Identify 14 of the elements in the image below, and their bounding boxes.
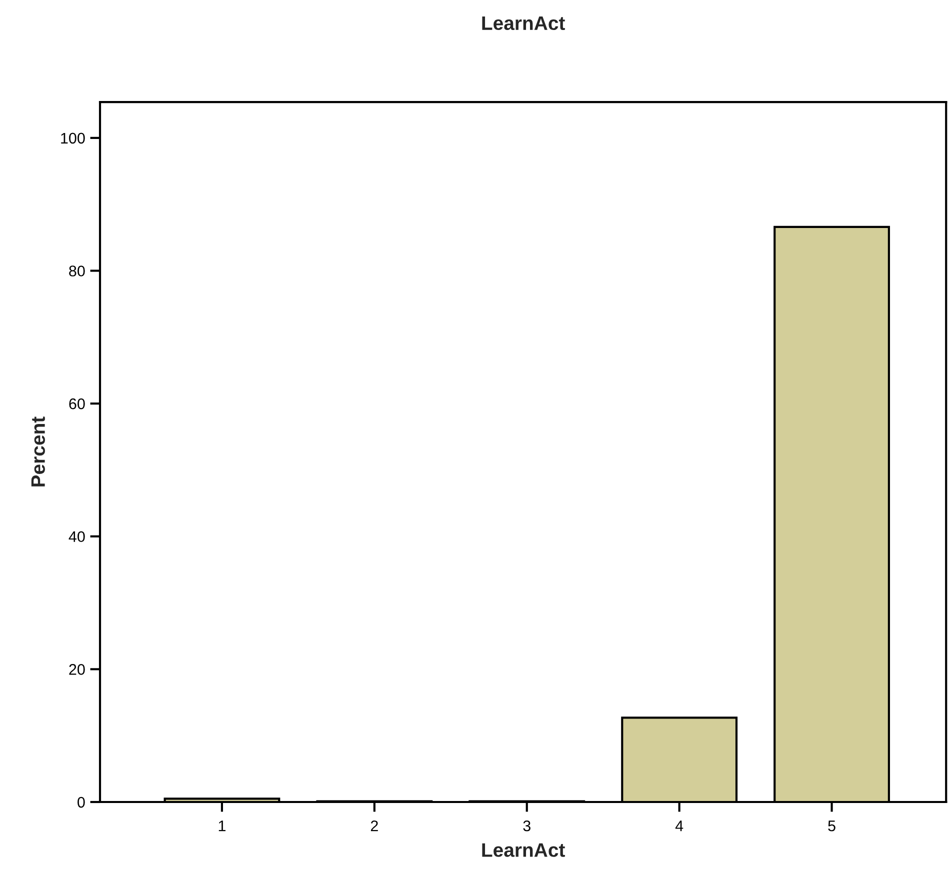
y-tick-label: 100: [61, 132, 85, 144]
y-tick-label: 0: [78, 796, 85, 808]
y-tick-label: 80: [69, 266, 85, 276]
x-tick-label: 2: [370, 820, 378, 832]
y-tick-label: 40: [68, 531, 85, 542]
y-axis-title: Percent: [31, 416, 45, 486]
y-tick-label: 20: [69, 664, 85, 675]
x-axis-title: LearnAct: [482, 843, 565, 857]
y-tick-label: 60: [69, 398, 85, 410]
x-tick-label: 1: [218, 820, 226, 832]
x-tick-label: 4: [675, 820, 684, 832]
x-tick-label: 3: [523, 820, 530, 832]
chart-title: LearnAct: [482, 16, 565, 30]
x-tick-label: 5: [828, 820, 836, 832]
